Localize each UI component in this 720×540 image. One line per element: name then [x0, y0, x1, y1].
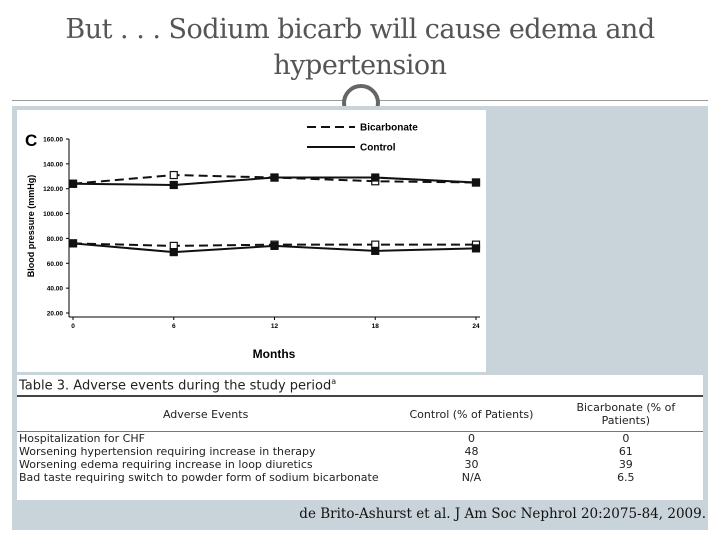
table-row: Hospitalization for CHF 0 0 — [17, 432, 703, 446]
table-cell: Hospitalization for CHF — [19, 432, 145, 445]
table-cell: 6.5 — [617, 471, 635, 484]
table-row: Worsening edema requiring increase in lo… — [17, 458, 703, 471]
table-cell: Worsening hypertension requiring increas… — [19, 445, 316, 458]
y-tick-label: 140.00 — [43, 161, 63, 168]
chart: C Blood pressure (mmHg) Months 20.00 40.0… — [25, 123, 481, 361]
y-tick-label: 20.00 — [47, 311, 64, 318]
y-tick-label: 40.00 — [47, 286, 64, 293]
data-point — [169, 170, 178, 180]
column-header: Control (% of Patients) — [394, 397, 549, 432]
chart-image: C Blood pressure (mmHg) Months 20.00 40.0… — [17, 110, 486, 372]
x-tick-label: 18 — [372, 323, 380, 330]
data-point — [68, 179, 78, 188]
table-row: Bad taste requiring switch to powder for… — [17, 471, 703, 484]
table-title-text: Table 3. Adverse events during the study… — [19, 378, 332, 394]
table-cell: 0 — [622, 432, 630, 445]
table-cell: 61 — [618, 445, 633, 458]
data-point — [471, 178, 481, 187]
y-tick-label: 60.00 — [47, 261, 64, 268]
y-axis-label: Blood pressure (mmHg) — [26, 175, 36, 278]
column-header: Bicarbonate (% of Patients) — [548, 397, 703, 432]
x-tick-label: 12 — [271, 323, 279, 330]
legend-label: Bicarbonate — [360, 123, 418, 134]
table: Adverse Events Control (% of Patients) Bic… — [17, 397, 703, 484]
y-tick-label: 100.00 — [43, 211, 63, 218]
data-point — [169, 180, 178, 190]
panel-label: C — [25, 131, 37, 150]
table-cell: 48 — [464, 445, 479, 458]
citation: de Brito-Ashurst et al. J Am Soc Nephrol… — [299, 506, 706, 522]
table-row: Worsening hypertension requiring increas… — [17, 445, 703, 458]
data-point — [270, 241, 279, 250]
header-row: Adverse Events Control (% of Patients) Bic… — [17, 397, 703, 432]
data-point — [471, 244, 481, 253]
column-header: Adverse Events — [17, 397, 395, 432]
y-tick-label: 80.00 — [47, 236, 64, 243]
table-cell: 39 — [618, 458, 633, 471]
x-axis-label: Months — [253, 347, 296, 361]
slide-title: But . . . Sodium bicarb will cause edema… — [65, 14, 655, 81]
data-point — [371, 246, 380, 255]
x-tick-label: 0 — [71, 323, 75, 330]
table-cell: N/A — [461, 471, 482, 484]
x-tick-label: 6 — [172, 323, 176, 330]
table-cell: Worsening edema requiring increase in lo… — [19, 458, 313, 471]
x-tick-label: 24 — [472, 323, 480, 330]
legend-label: Control — [360, 143, 396, 154]
table-cell: 30 — [464, 458, 479, 471]
data-point — [270, 173, 279, 182]
footnote-mark: a — [331, 377, 337, 386]
data-point — [371, 173, 380, 182]
table-image: Table 3. Adverse events during the study… — [17, 375, 703, 500]
data-point — [68, 239, 78, 248]
table-cell: Bad taste requiring switch to powder for… — [19, 471, 379, 484]
data-point — [169, 248, 178, 257]
table-cell: 0 — [467, 432, 475, 445]
table-title: Table 3. Adverse events during the study… — [17, 375, 703, 397]
y-tick-label: 120.00 — [43, 186, 63, 193]
y-tick-label: 160.00 — [43, 137, 63, 144]
